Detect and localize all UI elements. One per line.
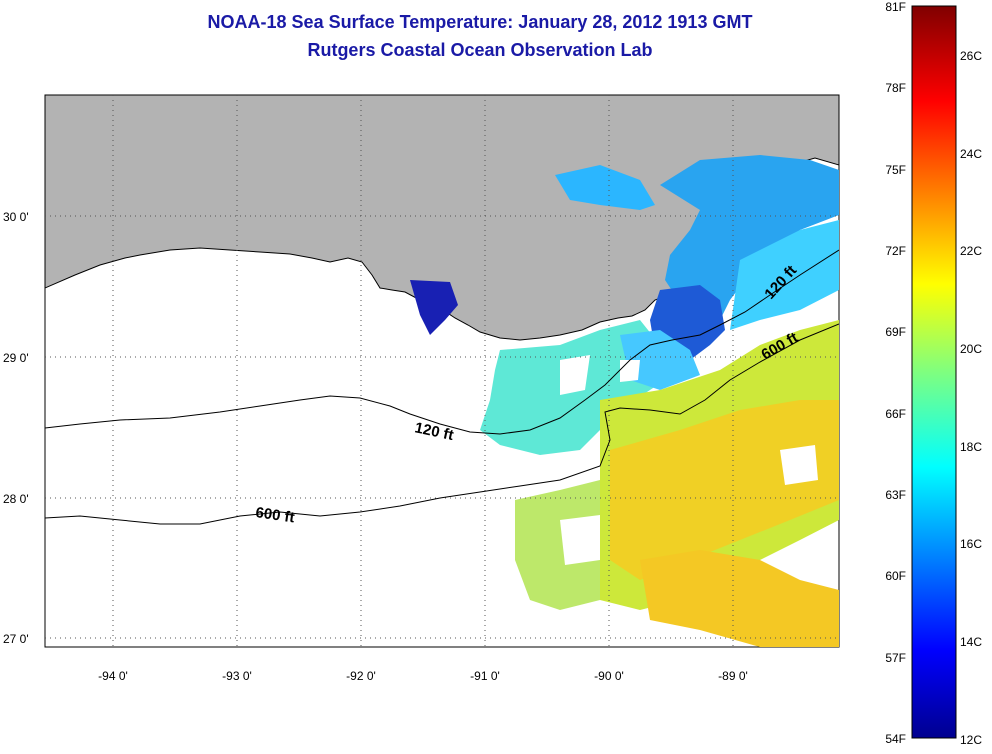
colorbar-label-14c: 14C <box>960 635 982 649</box>
map-subtitle: Rutgers Coastal Ocean Observation Lab <box>307 40 653 60</box>
lon-label-91: -91 0' <box>470 669 500 683</box>
map-title: NOAA-18 Sea Surface Temperature: January… <box>207 12 753 32</box>
lon-label-93: -93 0' <box>222 669 252 683</box>
isobath-120ft <box>45 249 839 435</box>
colorbar-label-12c: 12C <box>960 733 982 747</box>
colorbar <box>911 5 957 739</box>
colorbar-f-labels: 81F 78F 75F 72F 69F 66F 63F 60F 57F 54F <box>885 0 906 746</box>
colorbar-label-54f: 54F <box>885 732 906 746</box>
colorbar-label-66f: 66F <box>885 407 906 421</box>
lat-label-29: 29 0' <box>3 351 29 365</box>
colorbar-c-labels: 26C 24C 22C 20C 18C 16C 14C 12C <box>960 49 982 747</box>
lon-label-90: -90 0' <box>594 669 624 683</box>
lat-lon-grid <box>45 95 839 647</box>
colorbar-label-75f: 75F <box>885 163 906 177</box>
colorbar-label-22c: 22C <box>960 244 982 258</box>
lon-label-94: -94 0' <box>98 669 128 683</box>
colorbar-label-69f: 69F <box>885 325 906 339</box>
colorbar-label-20c: 20C <box>960 342 982 356</box>
contour-label-600ft-west: 600 ft <box>254 504 295 526</box>
colorbar-label-16c: 16C <box>960 537 982 551</box>
lat-label-28: 28 0' <box>3 492 29 506</box>
lon-label-89: -89 0' <box>718 669 748 683</box>
colorbar-label-63f: 63F <box>885 488 906 502</box>
colorbar-label-26c: 26C <box>960 49 982 63</box>
lon-label-92: -92 0' <box>346 669 376 683</box>
colorbar-label-24c: 24C <box>960 147 982 161</box>
sst-raster <box>410 155 839 647</box>
colorbar-label-60f: 60F <box>885 569 906 583</box>
colorbar-label-81f: 81F <box>885 0 906 14</box>
colorbar-label-72f: 72F <box>885 244 906 258</box>
colorbar-label-57f: 57F <box>885 651 906 665</box>
colorbar-label-78f: 78F <box>885 81 906 95</box>
lat-label-27: 27 0' <box>3 632 29 646</box>
isobath-600ft <box>45 323 839 525</box>
lat-label-30: 30 0' <box>3 210 29 224</box>
colorbar-label-18c: 18C <box>960 440 982 454</box>
